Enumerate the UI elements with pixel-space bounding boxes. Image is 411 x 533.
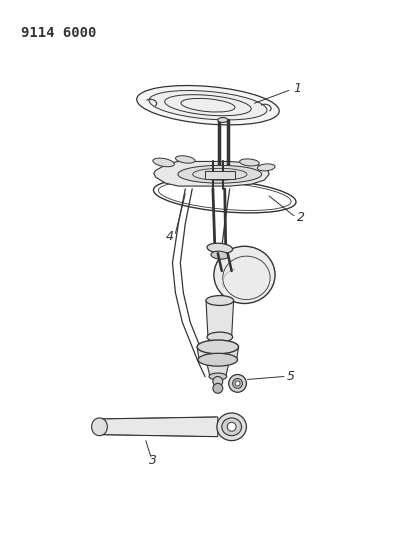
Ellipse shape	[213, 376, 223, 386]
Ellipse shape	[209, 373, 227, 380]
Ellipse shape	[217, 413, 247, 441]
Ellipse shape	[240, 159, 259, 166]
Polygon shape	[154, 161, 269, 186]
Ellipse shape	[227, 422, 236, 431]
Ellipse shape	[233, 378, 242, 389]
Ellipse shape	[211, 251, 229, 259]
Ellipse shape	[175, 156, 195, 163]
Ellipse shape	[257, 164, 275, 171]
Text: 3: 3	[149, 454, 157, 467]
Ellipse shape	[207, 332, 233, 342]
Ellipse shape	[214, 246, 275, 303]
Ellipse shape	[206, 296, 233, 305]
Polygon shape	[197, 347, 238, 360]
Polygon shape	[206, 301, 233, 337]
Text: 5: 5	[287, 370, 295, 383]
Ellipse shape	[235, 381, 240, 386]
Ellipse shape	[229, 375, 247, 392]
Ellipse shape	[197, 340, 238, 354]
Text: 1: 1	[294, 82, 302, 95]
Polygon shape	[99, 417, 218, 437]
Ellipse shape	[213, 383, 223, 393]
Ellipse shape	[137, 85, 279, 125]
Text: 2: 2	[297, 211, 305, 224]
Text: 9114 6000: 9114 6000	[21, 26, 96, 41]
Ellipse shape	[198, 353, 238, 366]
Text: 4: 4	[166, 230, 173, 243]
Ellipse shape	[222, 418, 242, 435]
Ellipse shape	[149, 91, 267, 120]
Polygon shape	[206, 360, 230, 376]
Polygon shape	[205, 171, 235, 179]
Ellipse shape	[207, 243, 233, 253]
Ellipse shape	[218, 118, 228, 123]
Ellipse shape	[153, 158, 174, 167]
Ellipse shape	[92, 418, 107, 435]
Ellipse shape	[178, 165, 262, 183]
